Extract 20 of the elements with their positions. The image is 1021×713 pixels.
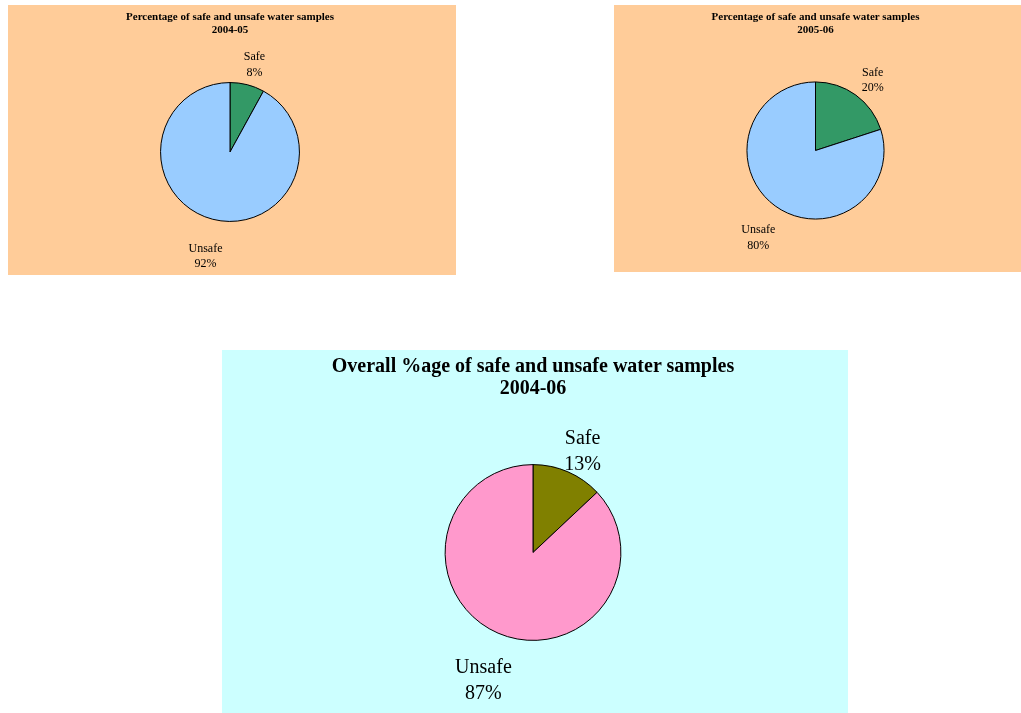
- text: 2004-06: [499, 376, 567, 398]
- text: 2004-05: [211, 23, 249, 35]
- text: Overall %age of safe and unsafe water samples: [331, 354, 735, 376]
- pie-slice: [160, 82, 300, 222]
- data-label: 87%: [465, 681, 502, 704]
- data-label: 8%: [246, 65, 263, 80]
- data-label: 80%: [747, 237, 770, 252]
- data-label: 20%: [861, 80, 884, 95]
- text: 2005-06: [797, 23, 834, 35]
- text: Percentage of safe and unsafe water samples: [126, 10, 334, 22]
- slice-label: Unsafe: [455, 655, 512, 678]
- slice-label: Safe: [862, 64, 884, 79]
- slice-label: Unsafe: [741, 222, 776, 237]
- slice-label: Safe: [243, 49, 266, 64]
- data-label: 13%: [564, 451, 601, 474]
- data-label: 92%: [194, 256, 217, 271]
- pie-slice: [746, 81, 885, 220]
- slice-label: Safe: [564, 425, 601, 448]
- slice-label: Unsafe: [188, 240, 223, 255]
- text: Percentage of safe and unsafe water samples: [711, 10, 920, 22]
